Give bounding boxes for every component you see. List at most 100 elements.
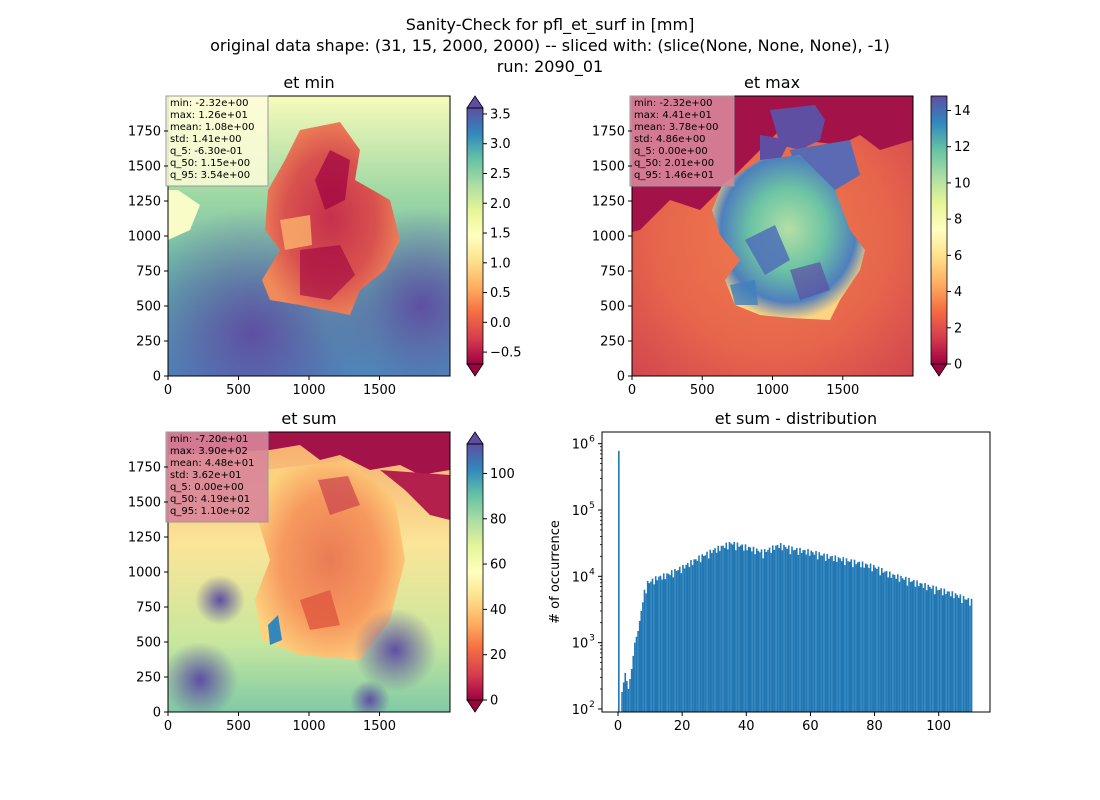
- histogram-bar: [720, 545, 723, 712]
- histogram-bar: [935, 586, 938, 712]
- colorbar-tick-label: 100: [490, 467, 515, 482]
- histogram-bar: [751, 551, 753, 712]
- histogram-bar: [872, 564, 875, 712]
- histogram-bar: [796, 548, 798, 712]
- histogram-bar: [905, 576, 907, 712]
- histogram-bar: [621, 692, 623, 712]
- y-tick-label: 1000: [592, 230, 625, 245]
- histogram-bar: [662, 573, 665, 712]
- histogram-bar: [794, 549, 796, 712]
- y-tick-label: 250: [600, 335, 625, 350]
- histogram-bar: [773, 549, 776, 712]
- histogram-bar: [744, 544, 747, 712]
- colorbar-tick-label: 80: [490, 512, 507, 527]
- histogram-bar: [675, 571, 678, 712]
- histogram-bar: [937, 590, 939, 712]
- histogram-bar: [804, 549, 806, 712]
- histogram-bar: [831, 555, 833, 712]
- histogram-bar: [749, 547, 752, 712]
- histogram-bar: [941, 595, 944, 712]
- histogram-bar: [779, 543, 782, 712]
- et-max-stat-q95: q_95: 1.46e+01: [634, 170, 714, 181]
- histogram-bar: [648, 583, 651, 712]
- histogram-bar: [632, 655, 635, 712]
- histogram-bar: [847, 561, 849, 712]
- histogram-bar: [760, 549, 763, 712]
- x-tick-label: 80: [866, 719, 883, 734]
- y-tick-label: 750: [136, 265, 161, 280]
- y-tick-label: 10: [572, 637, 589, 652]
- x-tick-label: 1500: [826, 383, 859, 398]
- et-min-colorbar-extend-bottom: [466, 363, 484, 377]
- histogram-bar: [640, 611, 643, 712]
- histogram-bar: [906, 585, 909, 712]
- et-sum-stat-q5: q_5: 0.00e+00: [170, 482, 244, 493]
- et-min-stat-max: max: 1.26e+01: [170, 110, 248, 121]
- colorbar-tick-label: 4: [954, 285, 962, 300]
- histogram-bar: [709, 549, 712, 712]
- histogram-bar: [703, 555, 705, 712]
- histogram-bar: [866, 564, 869, 712]
- histogram-bar: [919, 583, 922, 712]
- histogram-bar: [706, 551, 708, 712]
- histogram-bar: [775, 545, 777, 712]
- histogram-bar: [913, 580, 915, 712]
- histogram-bar: [733, 541, 736, 712]
- histogram-bar: [685, 564, 687, 712]
- histogram-bar: [820, 555, 822, 712]
- histogram-bar: [876, 568, 878, 712]
- distribution-ylabel: # of occurrence: [548, 520, 563, 624]
- histogram-bar: [717, 545, 720, 712]
- histogram-bar: [837, 557, 840, 712]
- histogram-bar: [855, 564, 857, 712]
- x-tick-label: 0: [614, 719, 622, 734]
- et-sum-stat-q95: q_95: 1.10e+02: [170, 506, 250, 517]
- histogram-bar: [638, 620, 641, 712]
- x-tick-label: 0: [164, 719, 172, 734]
- histogram-bar: [768, 547, 771, 712]
- colorbar-tick-label: 10: [954, 176, 971, 191]
- histogram-bar: [914, 586, 917, 712]
- histogram-bar: [707, 558, 710, 712]
- histogram-bar: [863, 567, 865, 712]
- histogram-bar: [656, 580, 659, 712]
- y-tick-label: 10: [572, 703, 589, 718]
- histogram-bar: [868, 567, 870, 712]
- x-tick-label: 1000: [292, 383, 325, 398]
- histogram-bar: [715, 552, 718, 712]
- histogram-bar: [800, 552, 803, 712]
- figure-title-line-3: run: 2090_01: [497, 57, 603, 77]
- histogram-bar: [836, 561, 838, 712]
- histogram-bar: [844, 565, 846, 712]
- histogram-bar: [743, 550, 745, 712]
- histogram-bar: [828, 558, 830, 712]
- y-tick-label: 1750: [592, 125, 625, 140]
- histogram-bar: [728, 541, 731, 712]
- et-sum-stats-box: min: -7.20e+01 max: 3.90e+02 mean: 4.48e…: [165, 431, 269, 523]
- et-max-colorbar-extend-bottom: [930, 363, 948, 377]
- histogram-bar: [848, 561, 851, 712]
- histogram-bar: [860, 567, 862, 712]
- y-tick-label: 10: [572, 438, 589, 453]
- x-tick-label: 1000: [292, 719, 325, 734]
- histogram-bar: [747, 546, 750, 712]
- histogram-bar: [824, 560, 827, 712]
- histogram-bar: [874, 567, 877, 712]
- histogram-bar: [884, 571, 886, 712]
- histogram-bar: [898, 581, 901, 712]
- histogram-bar: [735, 550, 737, 712]
- distribution-bars: [618, 450, 973, 712]
- histogram-bar: [946, 591, 949, 712]
- et-min-stat-std: std: 1.41e+00: [170, 134, 242, 145]
- x-tick-label: 500: [690, 383, 715, 398]
- et-sum-stat-q50: q_50: 4.19e+01: [170, 494, 250, 505]
- histogram-bar: [643, 589, 646, 712]
- histogram-bar: [666, 573, 668, 712]
- histogram-bar: [792, 550, 795, 712]
- histogram-bar: [901, 578, 904, 712]
- y-tick-label: 10: [572, 504, 589, 519]
- histogram-bar: [670, 570, 673, 712]
- et-max-stat-q50: q_50: 2.01e+00: [634, 158, 714, 169]
- histogram-bar: [812, 552, 814, 712]
- histogram-bar: [821, 555, 824, 712]
